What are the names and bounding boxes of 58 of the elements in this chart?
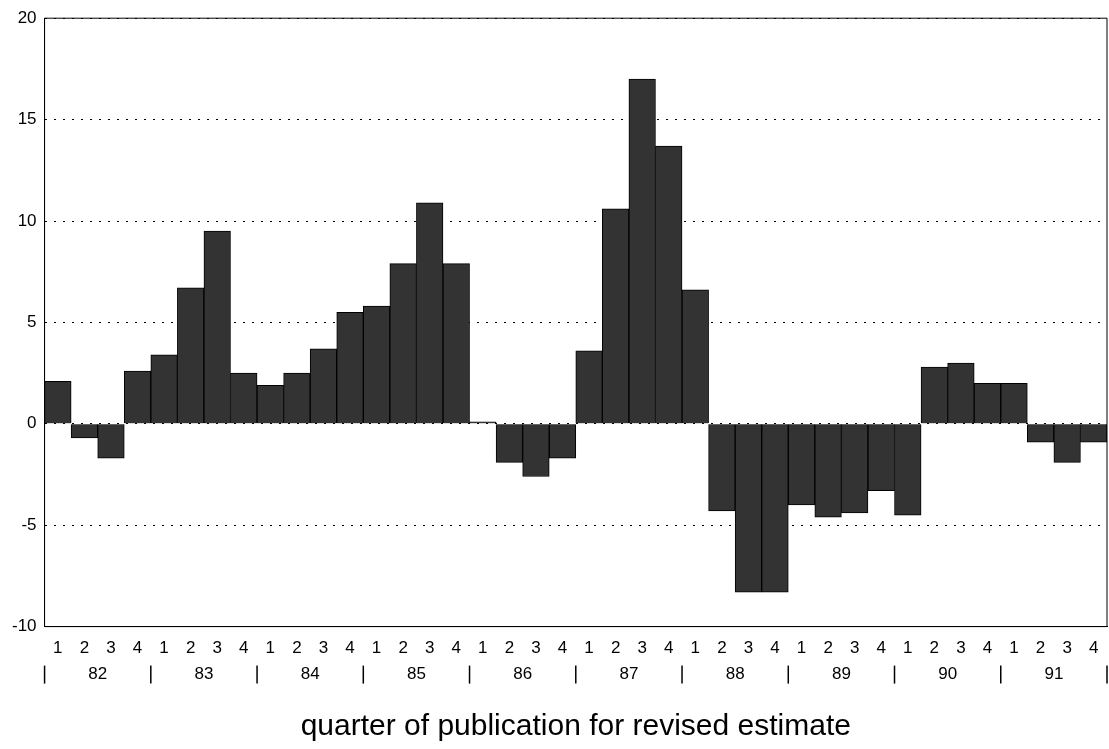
y-tick-label: -5: [21, 514, 37, 534]
text: 84: [300, 664, 320, 684]
x-tick-label: 3: [637, 638, 647, 658]
x-tick-label: 2: [1035, 638, 1046, 658]
x-tick-label: 4: [239, 638, 249, 658]
y-tick-label: 10: [17, 210, 37, 230]
x-tick-label: 4: [132, 638, 143, 658]
x-tick-label: 1: [690, 638, 701, 658]
x-tick-label: 1: [796, 638, 807, 658]
x-tick-label: 2: [398, 638, 408, 658]
x-tick-label: 3: [956, 638, 966, 658]
x-tick-label: 2: [79, 638, 90, 658]
x-tick-label: 3: [212, 638, 222, 658]
x-tick-label: 3: [849, 638, 860, 658]
x-tick-label: 2: [292, 638, 302, 658]
text: 88: [725, 664, 745, 684]
x-tick-label: 2: [823, 638, 833, 658]
text: 90: [938, 664, 958, 684]
text: 87: [619, 664, 639, 684]
x-tick-label: 4: [876, 638, 886, 658]
x-tick-label: 2: [717, 638, 727, 658]
x-tick-label: 1: [265, 638, 276, 658]
x-tick-label: 3: [318, 638, 329, 658]
x-tick-label: 4: [557, 638, 568, 658]
x-tick-label: 4: [982, 638, 993, 658]
y-tick-label: -10: [11, 616, 37, 636]
x-tick-label: 1: [584, 638, 594, 658]
x-tick-label: 1: [1009, 638, 1019, 658]
y-tick-label: 20: [17, 7, 37, 27]
x-tick-label: 3: [743, 638, 754, 658]
x-tick-label: 3: [424, 638, 435, 658]
text: 83: [194, 664, 214, 684]
x-tick-label: 2: [504, 638, 515, 658]
y-tick-label: 0: [27, 413, 37, 433]
x-tick-label: 3: [106, 638, 116, 658]
x-tick-label: 2: [929, 638, 940, 658]
x-tick-label: 4: [451, 638, 461, 658]
x-tick-label: 1: [159, 638, 169, 658]
text: 91: [1044, 664, 1064, 684]
x-tick-label: 4: [664, 638, 674, 658]
x-tick-label: 1: [53, 638, 63, 658]
x-tick-label: 1: [371, 638, 382, 658]
text: 86: [513, 664, 533, 684]
x-tick-label: 3: [531, 638, 541, 658]
x-tick-label: 4: [1088, 638, 1099, 658]
text: 85: [406, 664, 426, 684]
x-tick-label: 1: [478, 638, 488, 658]
x-tick-label: 4: [345, 638, 355, 658]
x-tick-label: 4: [770, 638, 780, 658]
y-tick-label: 15: [17, 109, 37, 129]
x-axis-title: quarter of publication for revised estimate: [300, 708, 851, 742]
x-tick-label: 2: [610, 638, 621, 658]
text: 82: [88, 664, 108, 684]
x-tick-label: 2: [185, 638, 196, 658]
x-tick-label: 1: [903, 638, 913, 658]
text: 89: [831, 664, 851, 684]
y-tick-label: 5: [27, 312, 37, 332]
x-tick-label: 3: [1062, 638, 1072, 658]
